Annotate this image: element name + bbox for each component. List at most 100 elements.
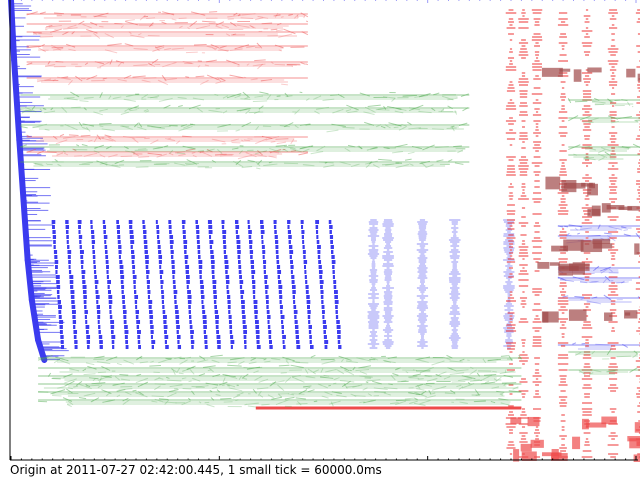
series-blue-diagonal-streaks-mark (292, 295, 295, 299)
series-green-upper-bands-dash (206, 148, 215, 152)
series-red-bottom-blocks-mark (530, 439, 544, 448)
series-green-lower-bands-dash (394, 367, 401, 371)
series-green-upper-bands-dash (226, 93, 242, 99)
series-blue-diagonal-streaks-mark (332, 275, 335, 279)
series-green-upper-bands-dash (93, 111, 104, 116)
series-green-upper-bands-dash (81, 126, 89, 130)
series-green-lower-bands-dash (64, 380, 75, 387)
series-green-lower-bands-dash (105, 392, 110, 397)
series-green-upper-bands-dash (323, 164, 335, 168)
series-blue-diagonal-streaks-mark (261, 245, 265, 249)
series-green-lower-bands-dash (114, 376, 121, 381)
series-blue-right-bands-dash (572, 342, 577, 345)
series-green-upper-bands-dash (418, 92, 431, 98)
series-green-lower-bands-dash (499, 393, 504, 396)
series-blue-diagonal-streaks-mark (274, 235, 278, 239)
series-green-upper-bands-dash (134, 106, 140, 109)
series-blue-diagonal-streaks-mark (275, 250, 279, 254)
series-green-upper-bands-dash (185, 163, 199, 166)
series-blue-diagonal-streaks-mark (317, 245, 321, 249)
series-blue-diagonal-streaks-mark (254, 315, 258, 319)
series-green-upper-bands-dash (339, 161, 351, 166)
series-green-lower-bands-dash (459, 401, 468, 404)
series-green-upper-bands-dash (163, 145, 169, 148)
series-blue-diagonal-streaks-mark (158, 260, 162, 264)
series-blue-diagonal-streaks-mark (331, 255, 335, 259)
series-blue-diagonal-streaks-mark (240, 295, 244, 299)
series-blue-diagonal-streaks-mark (322, 320, 327, 324)
series-red-top-bands-dash (206, 45, 218, 50)
series-green-lower-bands-dash (303, 385, 312, 388)
series-blue-diagonal-streaks-mark (58, 310, 62, 314)
series-blue-diagonal-streaks-mark (81, 265, 84, 269)
series-blue-diagonal-streaks-mark (150, 330, 154, 334)
series-dark_red-blocks-mark (551, 245, 569, 252)
series-blue-diagonal-streaks-mark (79, 245, 82, 249)
series-green-upper-bands-dash (242, 91, 250, 99)
series-green-lower-bands-dash (320, 376, 334, 379)
series-blue-diagonal-streaks-mark (315, 225, 319, 229)
series-blue-diagonal-streaks-mark (210, 250, 214, 254)
series-blue-diagonal-streaks-mark (142, 225, 146, 229)
series-red-top-bands-dash (37, 47, 47, 53)
series-green-upper-bands-dash (408, 127, 422, 130)
series-red-top-bands-dash (133, 48, 148, 51)
series-red-top-bands-dash (211, 138, 226, 143)
series-green-upper-bands-dash (391, 97, 396, 102)
series-red-top-bands-dash (115, 60, 125, 64)
series-green-lower-bands-dash (359, 375, 373, 378)
series-blue-diagonal-streaks-mark (338, 345, 342, 349)
series-green-upper-bands-dash (105, 145, 112, 150)
series-red-top-bands-dash (93, 136, 98, 143)
series-red-top-bands-dash (187, 27, 190, 30)
series-blue-diagonal-streaks-mark (99, 345, 103, 349)
series-dark_red-blocks-mark (627, 205, 640, 211)
series-blue-diagonal-streaks-mark (61, 345, 65, 349)
series-green-right-bands-dash (607, 99, 613, 102)
series-blue-diagonal-streaks-mark (229, 330, 233, 334)
series-green-lower-bands-dash (154, 383, 166, 386)
series-blue-diagonal-streaks-mark (144, 250, 148, 254)
series-green-lower-bands-dash (151, 400, 158, 403)
series-green-lower-bands-dash (325, 368, 337, 373)
series-green-upper-bands-dash (81, 143, 88, 147)
series-blue-diagonal-streaks-mark (215, 320, 219, 324)
series-blue-diagonal-streaks-mark (164, 335, 169, 339)
series-green-upper-bands-dash (305, 123, 311, 127)
series-green-lower-bands-dash (119, 374, 129, 376)
series-green-lower-bands-dash (89, 377, 99, 380)
series-blue-diagonal-streaks-mark (85, 325, 90, 329)
series-green-lower-bands-dash (446, 354, 453, 359)
series-green-lower-bands-dash (504, 368, 507, 373)
series-green-upper-bands-dash (112, 96, 122, 100)
series-green-lower-bands-dash (424, 395, 436, 399)
series-blue-diagonal-streaks-mark (230, 340, 235, 344)
series-red-top-bands-dash (109, 59, 113, 65)
series-green-lower-bands-dash (106, 356, 118, 362)
series-green-lower-bands-dash (64, 378, 77, 384)
series-green-lower-bands-dash (431, 385, 447, 391)
series-green-lower-bands-dash (461, 383, 475, 389)
series-green-lower-bands-dash (417, 359, 429, 363)
series-blue-diagonal-streaks-mark (168, 220, 172, 224)
series-blue-diagonal-streaks-mark (79, 240, 82, 244)
series-blue-diagonal-streaks-mark (334, 300, 339, 304)
series-red-top-bands-dash (197, 64, 201, 68)
series-blue-diagonal-streaks-mark (209, 235, 212, 239)
series-blue-diagonal-streaks-mark (112, 345, 115, 349)
series-green-lower-bands-dash (236, 392, 244, 396)
series-blue-diagonal-streaks-mark (79, 250, 84, 254)
series-green-upper-bands-dash (247, 159, 255, 163)
series-red-top-bands-dash (117, 78, 127, 82)
series-blue-diagonal-streaks-mark (302, 250, 306, 254)
series-red-top-bands-dash (74, 155, 83, 157)
series-blue-diagonal-streaks-mark (51, 220, 56, 224)
series-green-lower-bands-dash (387, 356, 397, 360)
series-green-right-bands-dash (632, 353, 639, 359)
series-green-upper-bands-dash (299, 123, 311, 126)
series-blue-diagonal-streaks-mark (337, 330, 341, 334)
series-green-upper-bands-dash (128, 105, 140, 111)
series-blue-diagonal-streaks-mark (70, 290, 75, 294)
series-blue-diagonal-streaks-mark (196, 235, 200, 239)
series-green-lower-bands-dash (512, 386, 519, 390)
